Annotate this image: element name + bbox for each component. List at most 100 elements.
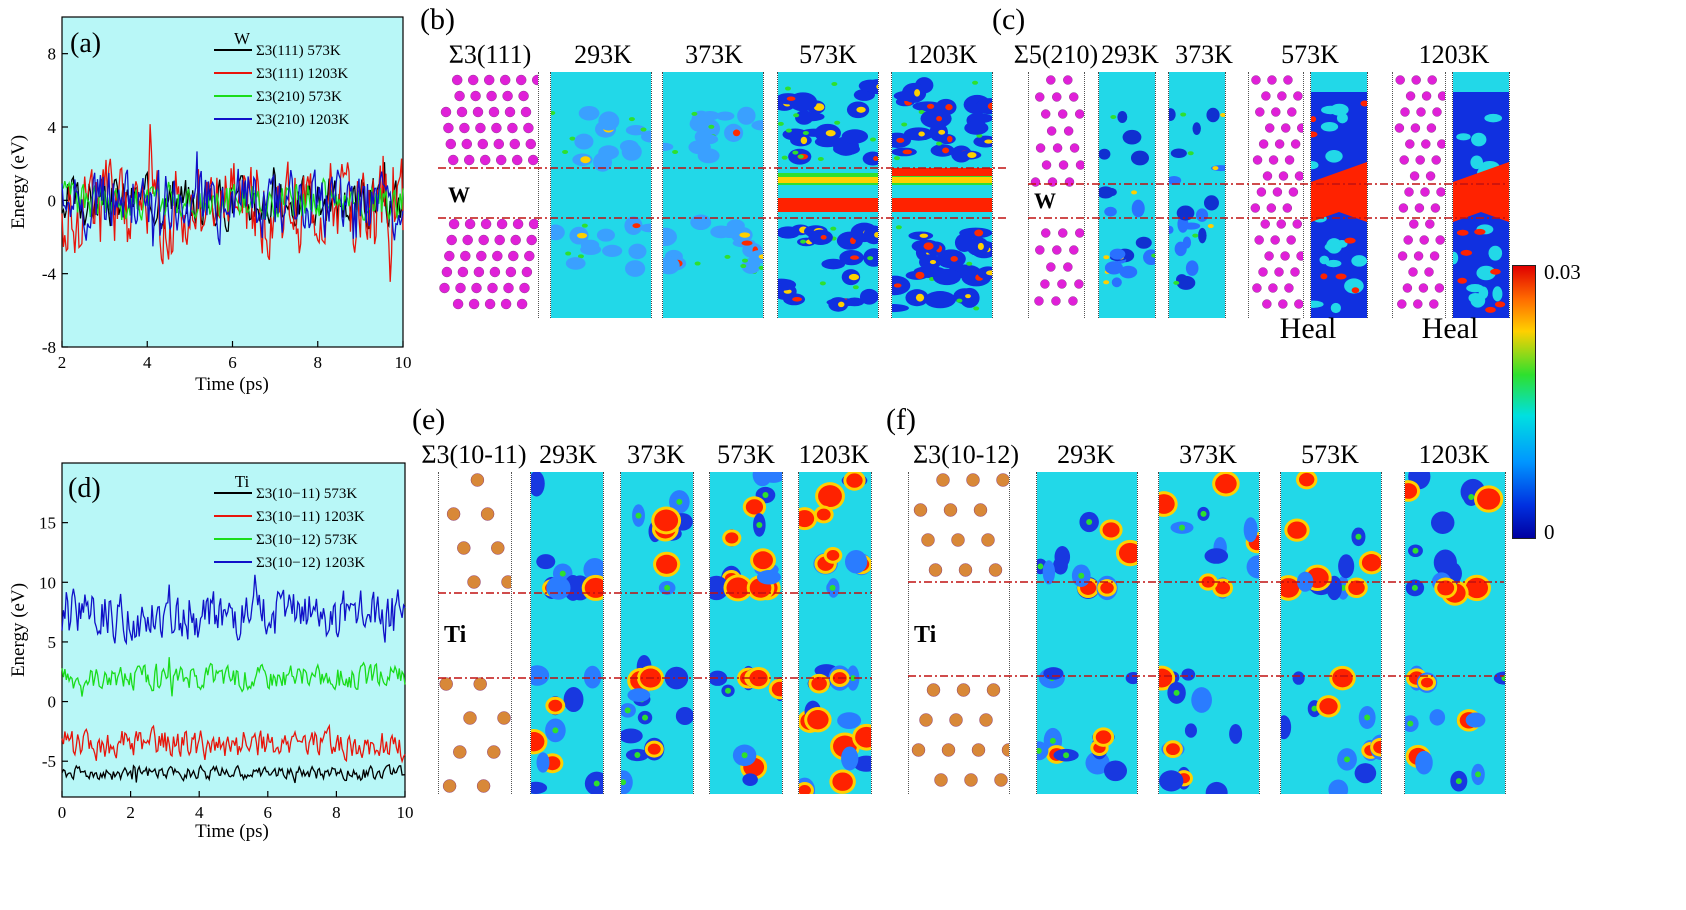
xtick-label: 6	[264, 803, 273, 822]
energy-blob	[1485, 306, 1496, 313]
energy-blob	[1478, 286, 1489, 300]
map-background	[1405, 472, 1505, 794]
energy-blob	[1456, 133, 1471, 141]
energy-blob	[536, 554, 556, 570]
atom	[1074, 279, 1084, 289]
atom	[1397, 251, 1408, 261]
energy-blob	[965, 294, 971, 299]
energy-blob	[838, 301, 845, 308]
ytick-label: 5	[48, 633, 57, 652]
temp-b-1203: 1203K	[906, 40, 978, 69]
energy-blob	[1104, 206, 1117, 217]
temp-f-1203: 1203K	[1418, 440, 1490, 469]
atom	[1400, 107, 1410, 117]
map-f-373	[1148, 470, 1270, 804]
gb-band	[892, 177, 992, 183]
atom	[958, 563, 973, 577]
colorbar-max-label: 0.03	[1544, 260, 1581, 284]
energy-blob	[831, 81, 838, 86]
atom	[1278, 171, 1289, 181]
atom	[444, 250, 455, 262]
energy-blob	[1412, 547, 1419, 554]
atom	[973, 503, 988, 517]
legend-entry: Σ3(210) 573K	[256, 89, 342, 105]
panel-label-b: (b)	[420, 3, 455, 36]
energy-blob	[1415, 750, 1433, 775]
gb-lines-c	[1028, 183, 1508, 219]
atom	[1394, 123, 1405, 133]
atom	[445, 138, 457, 150]
energy-blob	[1207, 224, 1214, 229]
map-b-293	[546, 72, 661, 318]
ytick-label: 8	[48, 45, 57, 64]
energy-blob	[972, 80, 979, 85]
structure-f	[908, 472, 1016, 794]
atom	[1409, 219, 1419, 229]
legend-entry: Σ3(210) 1203K	[256, 112, 349, 128]
atom	[492, 250, 503, 262]
atom	[453, 745, 467, 759]
energy-blob	[1103, 255, 1110, 260]
atom	[525, 138, 537, 150]
atom	[460, 250, 471, 262]
map-f-573	[1274, 469, 1391, 800]
energy-blob	[920, 108, 952, 129]
atom	[1427, 75, 1437, 85]
energy-blob	[1192, 233, 1199, 238]
energy-blob	[786, 96, 796, 101]
energy-blob	[546, 576, 571, 600]
atom	[1250, 203, 1261, 213]
energy-blob	[583, 665, 602, 689]
atom	[467, 575, 481, 589]
energy-blob	[565, 251, 572, 256]
energy-blob	[1053, 556, 1068, 575]
atom	[919, 713, 933, 727]
atom	[455, 282, 466, 294]
energy-blob	[694, 261, 701, 266]
ytick-label: -5	[42, 752, 56, 771]
energy-blob	[574, 133, 594, 150]
element-label-b: W	[448, 182, 470, 207]
atom	[1266, 203, 1277, 213]
atom	[964, 773, 978, 787]
panel-label-d: (d)	[68, 473, 101, 504]
temp-c-1203: 1203K	[1418, 40, 1490, 69]
energy-blob	[704, 575, 729, 601]
energy-blob	[565, 257, 586, 270]
energy-blob	[1102, 522, 1120, 538]
atom	[1425, 171, 1436, 181]
atom	[500, 298, 512, 310]
atom	[1280, 251, 1290, 261]
atom	[1426, 123, 1437, 133]
atom	[1256, 187, 1267, 197]
legend-entry: Σ3(10−12) 1203K	[256, 555, 365, 571]
atom	[1268, 155, 1279, 165]
map-c-293	[1097, 72, 1160, 318]
atom	[440, 106, 452, 118]
temp-f-373: 373K	[1179, 440, 1237, 469]
atom	[1258, 267, 1268, 277]
energy-blob	[1086, 519, 1093, 526]
gb-label-c: Σ5(210)	[1013, 40, 1099, 69]
energy-blob	[1192, 122, 1201, 136]
energy-blob	[841, 129, 869, 144]
energy-blob	[852, 285, 859, 290]
element-label-e: Ti	[444, 622, 467, 648]
element-label-f: Ti	[914, 622, 937, 648]
energy-blob	[1361, 554, 1382, 572]
atom	[1052, 245, 1062, 255]
atom	[472, 106, 484, 118]
energy-blob	[546, 224, 565, 241]
energy-blob	[1187, 151, 1194, 156]
energy-blob	[1348, 580, 1365, 596]
energy-blob	[973, 306, 980, 311]
energy-blob	[1488, 245, 1503, 261]
energy-blob	[580, 156, 591, 164]
atom	[1063, 262, 1073, 272]
energy-blob	[1344, 237, 1356, 244]
heal-label-573: Heal	[1279, 312, 1337, 345]
atom	[1276, 219, 1286, 229]
energy-blob	[914, 89, 921, 97]
energy-blob	[856, 106, 866, 113]
gb-lines-e	[438, 592, 872, 679]
